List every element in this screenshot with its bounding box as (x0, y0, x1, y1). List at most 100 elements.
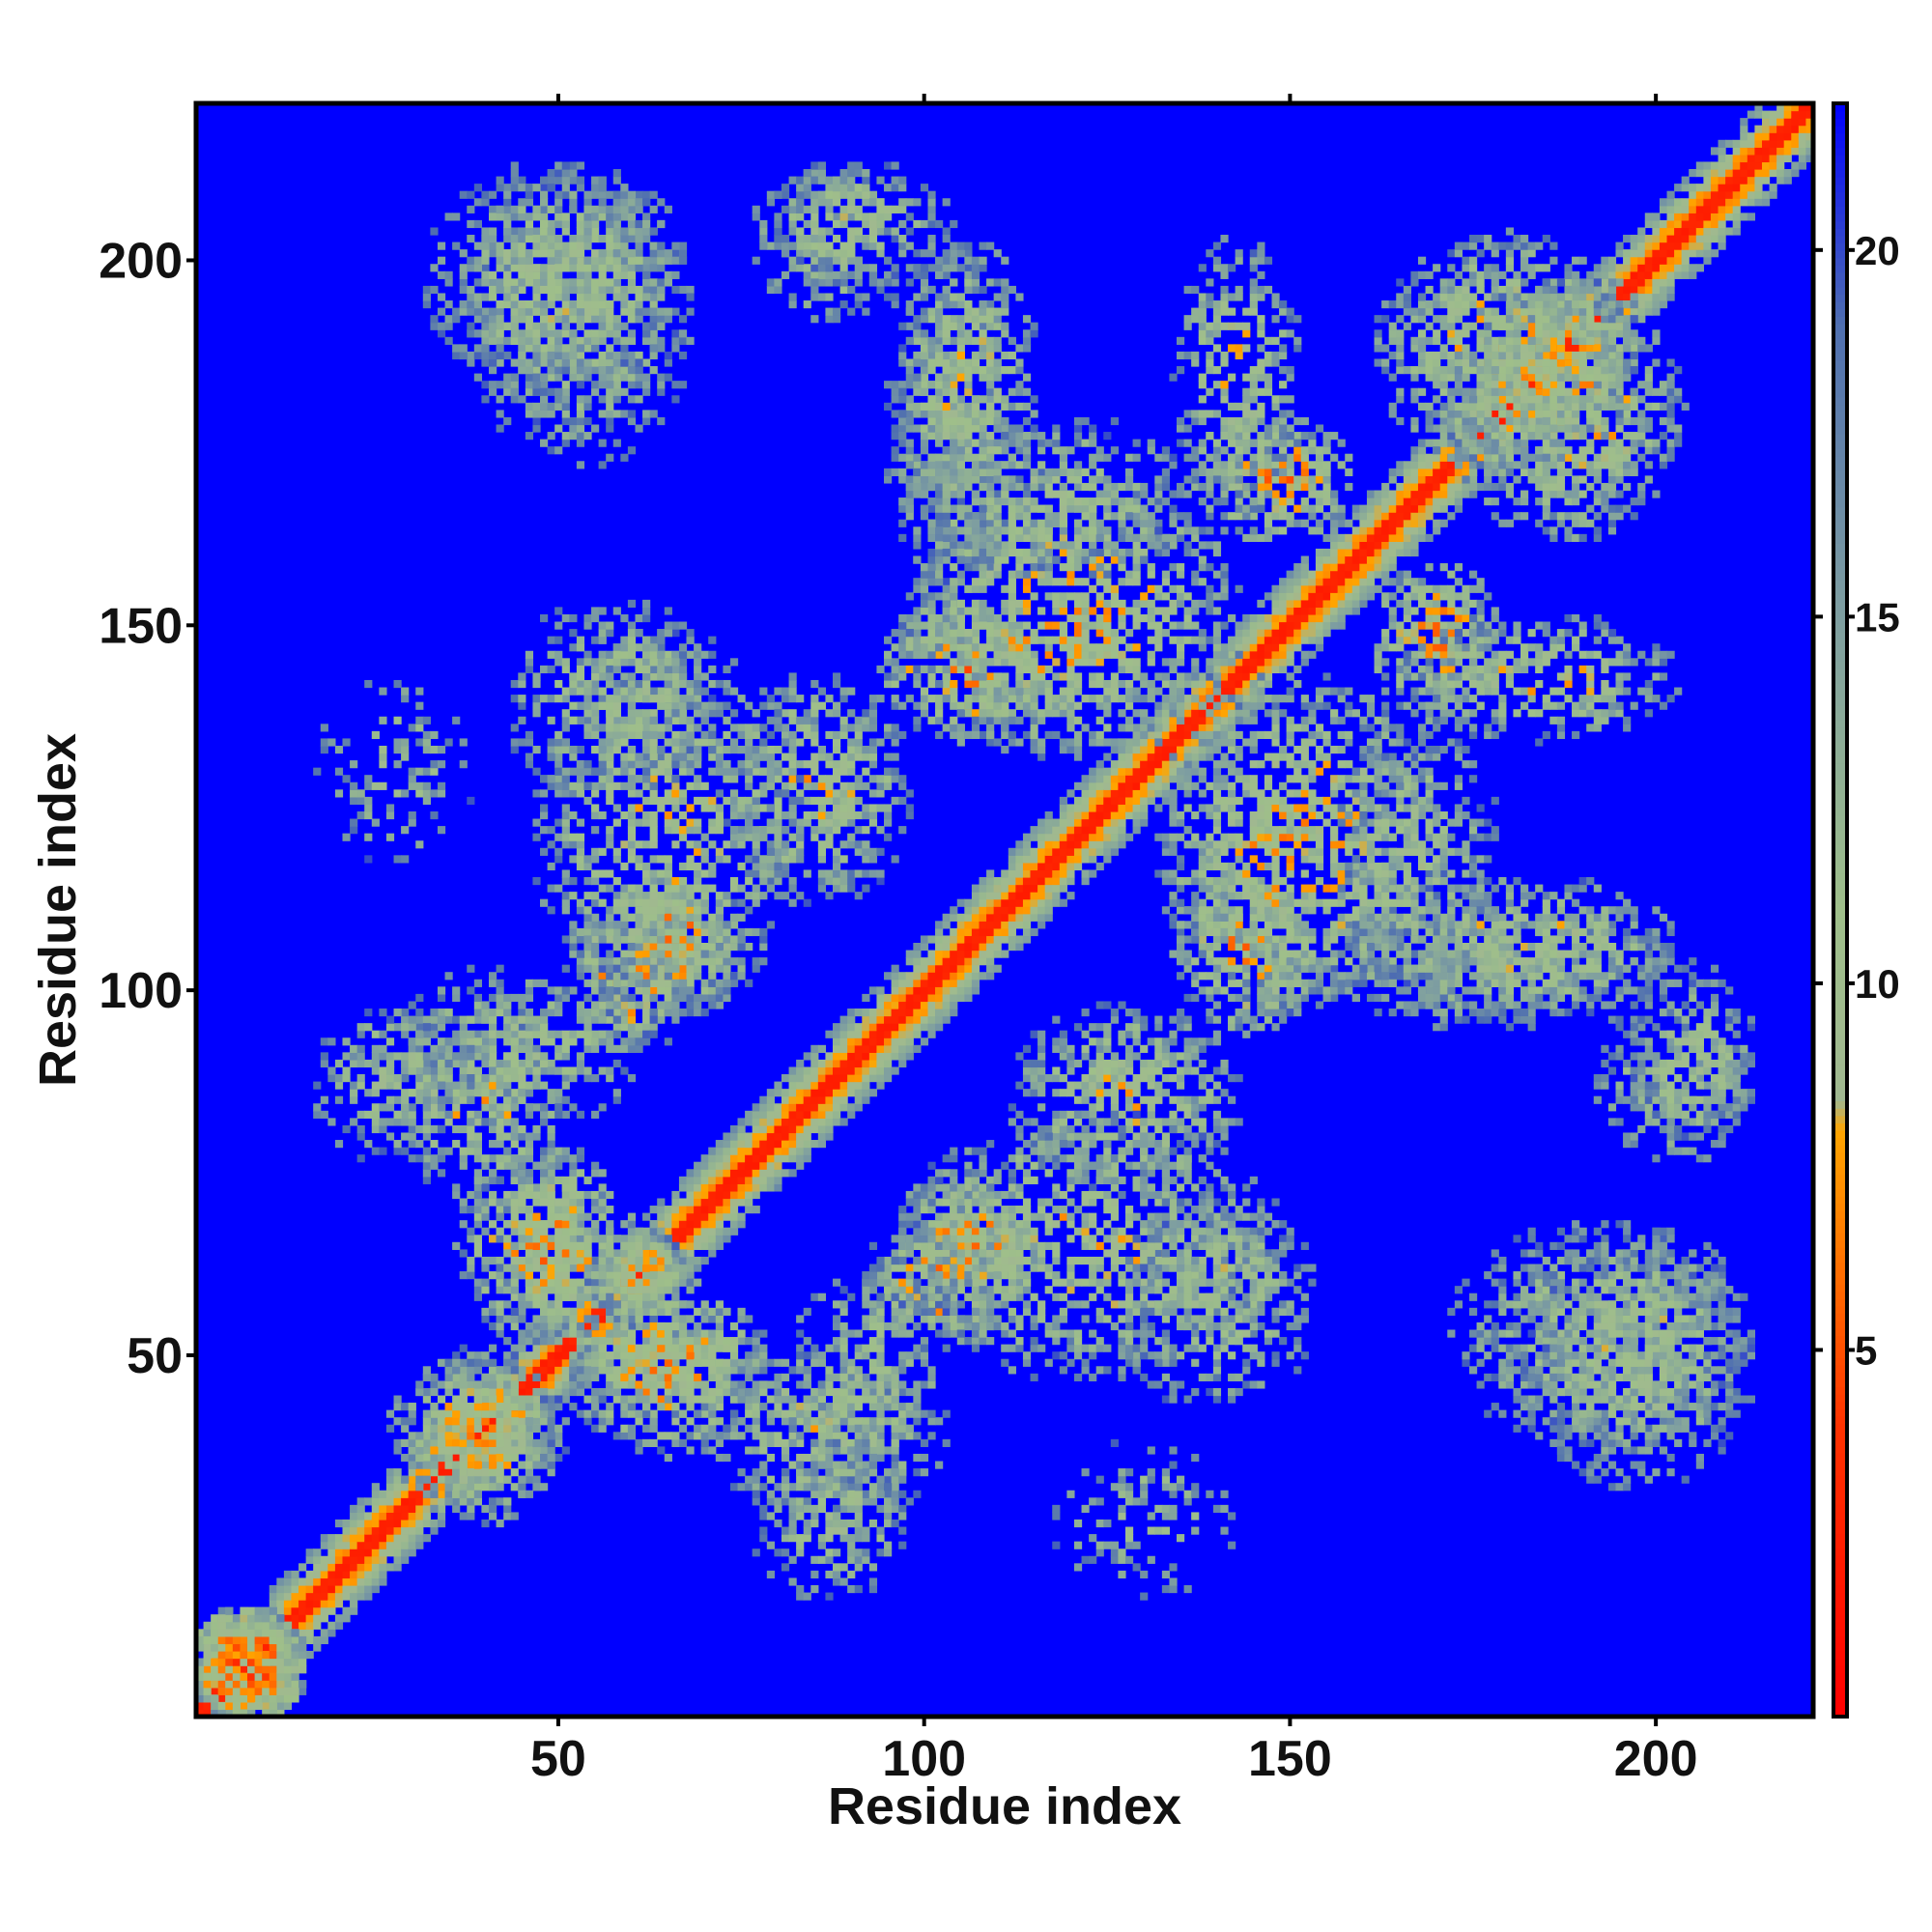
heatmap-cell (979, 972, 987, 980)
heatmap-cell (1374, 504, 1382, 513)
heatmap-cell (913, 979, 922, 987)
heatmap-cell (905, 1037, 914, 1046)
heatmap-cell (1396, 512, 1405, 521)
heatmap-cell (554, 1387, 563, 1397)
heatmap-cell (583, 1409, 592, 1418)
heatmap-cell (437, 1512, 446, 1520)
heatmap-cell (1081, 847, 1090, 856)
heatmap-cell (1089, 781, 1097, 790)
heatmap-cell (1147, 789, 1155, 798)
heatmap-cell (1359, 548, 1368, 557)
heatmap-cell (817, 1124, 827, 1134)
heatmap-cell (1161, 760, 1171, 769)
heatmap-cell (1345, 519, 1353, 527)
heatmap-cell (561, 1446, 570, 1455)
heatmap-cell (1425, 512, 1434, 521)
heatmap-cell (473, 1286, 483, 1294)
heatmap-cell (1103, 840, 1112, 849)
heatmap-cell (1740, 118, 1748, 127)
heatmap-cell (759, 1468, 768, 1477)
heatmap-cell (1447, 461, 1456, 469)
heatmap-cell (1703, 161, 1712, 170)
heatmap-cell (1351, 512, 1360, 521)
heatmap-cell (598, 1300, 607, 1309)
heatmap-cell (232, 1650, 242, 1660)
heatmap-cell (612, 1256, 621, 1265)
heatmap-cell (1264, 672, 1273, 681)
heatmap-cell (452, 1183, 461, 1192)
heatmap-cell (503, 1235, 512, 1243)
heatmap-cell (620, 1351, 629, 1360)
heatmap-cell (459, 1154, 468, 1163)
heatmap-cell (993, 906, 1002, 915)
heatmap-cell (1659, 249, 1668, 258)
heatmap-cell (642, 1227, 651, 1236)
heatmap-cell (1257, 613, 1265, 623)
heatmap-cell (342, 1614, 351, 1623)
heatmap-cell (569, 1315, 578, 1323)
heatmap-cell (254, 1606, 263, 1615)
heatmap-cell (1732, 169, 1741, 178)
heatmap-cell (203, 1658, 212, 1666)
heatmap-cell (700, 1438, 709, 1448)
heatmap-cell (1689, 270, 1697, 279)
heatmap-cell (1615, 249, 1624, 258)
heatmap-cell (1345, 584, 1353, 593)
heatmap-cell (642, 1409, 651, 1418)
heatmap-cell (745, 1161, 753, 1170)
heatmap-cell (510, 1198, 519, 1207)
heatmap-cell (1351, 563, 1360, 572)
heatmap-cell (620, 1403, 629, 1411)
heatmap-cell (415, 1519, 424, 1528)
heatmap-cell (1433, 497, 1441, 506)
heatmap-cell (379, 1563, 387, 1572)
heatmap-cell (269, 1621, 277, 1630)
heatmap-cell (1388, 563, 1397, 572)
heatmap-cell (1630, 285, 1638, 295)
heatmap-cell (1008, 855, 1016, 864)
heatmap-cell (254, 1665, 263, 1674)
heatmap-cell (1300, 563, 1309, 572)
heatmap-cell (620, 1249, 629, 1258)
heatmap-cell (225, 1629, 234, 1637)
heatmap-cell (642, 1387, 651, 1397)
heatmap-cell (920, 1001, 929, 1009)
heatmap-cell (1718, 235, 1726, 243)
heatmap-cell (759, 1140, 768, 1149)
heatmap-cell (766, 1432, 775, 1440)
heatmap-cell (422, 1483, 431, 1492)
heatmap-cell (510, 1417, 519, 1426)
heatmap-cell (1747, 176, 1755, 185)
heatmap-cell (635, 1293, 643, 1301)
heatmap-cell (510, 1278, 519, 1287)
heatmap-cell (825, 1103, 834, 1112)
heatmap-cell (1110, 767, 1119, 776)
heatmap-cell (510, 1307, 519, 1316)
heatmap-cell (503, 1446, 512, 1455)
heatmap-cell (430, 1409, 439, 1418)
heatmap-cell (759, 1110, 768, 1119)
heatmap-cell (766, 1395, 775, 1404)
heatmap-cell (276, 1701, 285, 1711)
heatmap-cell (708, 1235, 717, 1243)
heatmap-cell (569, 1241, 578, 1250)
heatmap-cell (196, 1665, 205, 1674)
heatmap-cell (240, 1687, 248, 1695)
heatmap-cell (1322, 548, 1331, 557)
heatmap-cell (232, 1629, 242, 1637)
heatmap-cell (715, 1380, 724, 1389)
heatmap-cell (781, 1147, 790, 1155)
heatmap-cell (503, 1475, 512, 1484)
heatmap-cell (920, 935, 929, 944)
heatmap-cell (1300, 629, 1309, 638)
heatmap-cell (525, 1329, 534, 1338)
heatmap-cell (1124, 810, 1134, 820)
heatmap-cell (283, 1592, 293, 1601)
heatmap-cell (496, 1387, 504, 1397)
heatmap-cell (269, 1600, 277, 1608)
heatmap-cell (825, 1052, 834, 1061)
heatmap-cell (408, 1541, 416, 1549)
heatmap-cell (225, 1606, 234, 1615)
heatmap-cell (385, 1526, 395, 1535)
heatmap-cell (518, 1315, 526, 1323)
